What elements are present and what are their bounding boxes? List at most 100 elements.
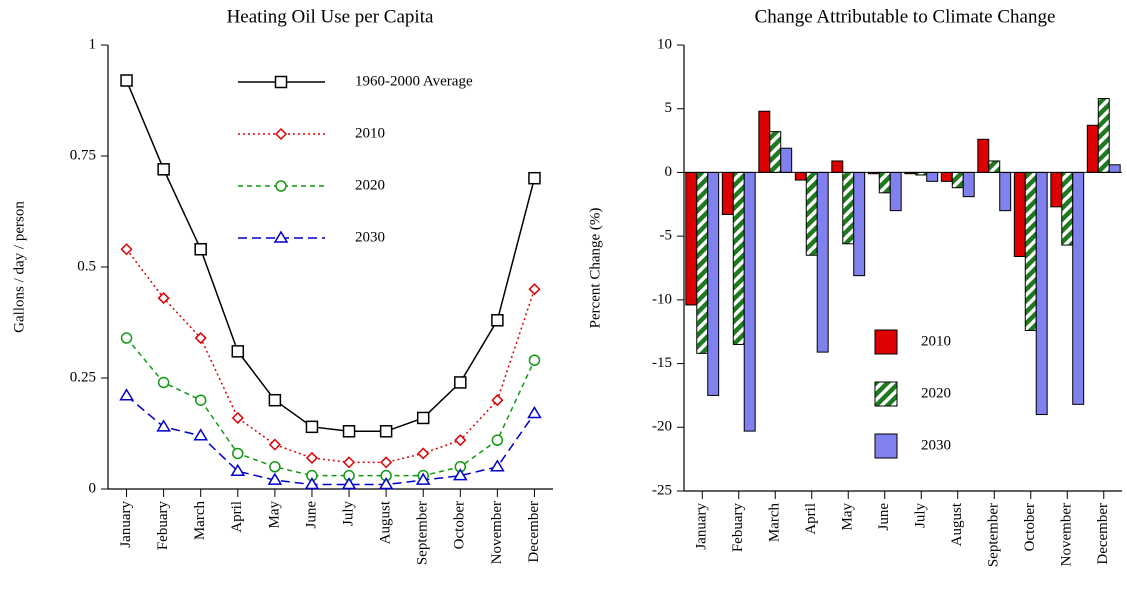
legend-marker [274, 75, 288, 89]
point [417, 447, 430, 460]
point [342, 456, 356, 469]
x-tick-label: May [266, 501, 282, 529]
point [379, 425, 393, 438]
series-line [125, 248, 536, 464]
legend-marker [274, 127, 288, 141]
point [268, 393, 282, 407]
point [342, 425, 356, 438]
x-tick-label: Febuary [730, 503, 746, 553]
point [119, 388, 134, 401]
point [230, 463, 246, 476]
legend-label: 2030 [355, 229, 385, 245]
x-tick-label: August [378, 500, 394, 544]
point [491, 434, 504, 446]
bar [1086, 124, 1099, 173]
bar [696, 171, 709, 354]
y-axis-label: Percent Change (%) [587, 208, 603, 329]
bar [889, 171, 902, 212]
y-tick-label: -10 [652, 291, 672, 307]
x-tick-label: Febuary [155, 501, 171, 551]
x-tick-label: June [303, 501, 319, 529]
bar [988, 160, 1001, 173]
x-tick-label: January [118, 501, 134, 548]
x-tick-label: December [1095, 503, 1111, 565]
point [120, 332, 133, 344]
y-tick-label: 0 [89, 480, 97, 496]
point [341, 477, 357, 490]
bar [707, 171, 720, 396]
y-tick-label: 0 [665, 164, 673, 180]
point [491, 394, 504, 407]
bar [878, 171, 891, 194]
x-tick-label: June [876, 503, 892, 531]
bar [1024, 171, 1037, 331]
bar [1013, 171, 1026, 258]
bar [805, 171, 818, 256]
legend-label: 2010 [355, 125, 385, 141]
legend-swatch [874, 329, 898, 355]
bar [926, 171, 939, 182]
legend-label: 1960-2000 Average [355, 73, 473, 89]
bar [951, 171, 964, 189]
point [194, 242, 207, 256]
bar [1108, 164, 1121, 173]
chart-title: Change Attributable to Climate Change [755, 6, 1056, 27]
legend-marker [273, 230, 289, 243]
bar [940, 171, 953, 182]
bar [1035, 171, 1048, 416]
bar [758, 110, 771, 173]
x-tick-label: April [803, 503, 819, 535]
y-tick-label: -15 [652, 355, 672, 371]
legend-swatch [874, 381, 898, 407]
x-tick-label: March [767, 503, 783, 543]
y-tick-label: 1 [89, 36, 97, 52]
legend-label: 2020 [921, 385, 951, 401]
series-line [125, 80, 536, 433]
x-tick-label: October [1022, 503, 1038, 551]
bar [842, 171, 855, 245]
bar [1050, 171, 1063, 208]
point [231, 345, 245, 358]
legend-label: 2030 [921, 437, 951, 453]
y-tick-label: 5 [665, 100, 673, 116]
x-tick-label: July [913, 503, 929, 529]
bar [1072, 171, 1085, 405]
point [454, 376, 467, 389]
point [157, 163, 170, 176]
y-tick-label: 0.5 [77, 258, 96, 274]
point [416, 411, 430, 425]
bar [1061, 171, 1074, 246]
y-tick-label: 10 [657, 36, 672, 52]
y-tick-label: -5 [660, 228, 673, 244]
bar [1097, 98, 1110, 173]
bar [831, 160, 844, 173]
point [378, 477, 394, 490]
point [231, 411, 244, 425]
x-tick-label: December [526, 501, 542, 563]
legend-label: 2020 [355, 177, 385, 193]
point [157, 376, 170, 389]
point [267, 472, 283, 485]
bar [721, 171, 734, 215]
point [528, 354, 541, 366]
bar [816, 171, 829, 353]
bar [977, 138, 990, 173]
bar [743, 171, 756, 432]
x-tick-label: October [452, 501, 468, 549]
legend-swatch [874, 433, 898, 459]
point [528, 283, 541, 296]
chart-title: Heating Oil Use per Capita [227, 6, 434, 27]
x-tick-label: March [192, 501, 208, 541]
bar [999, 171, 1012, 212]
x-tick-label: May [840, 503, 856, 531]
x-tick-label: April [229, 501, 245, 533]
point [527, 406, 542, 419]
x-tick-label: September [986, 503, 1002, 567]
point [305, 451, 319, 464]
x-tick-label: August [949, 502, 965, 546]
point [452, 468, 468, 481]
legend-label: 2010 [921, 333, 951, 349]
legend-marker [275, 180, 287, 192]
point [269, 461, 281, 473]
